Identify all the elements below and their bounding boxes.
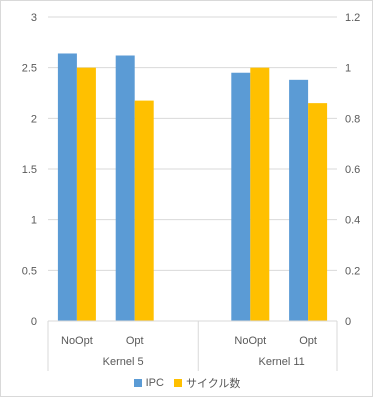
y-right-tick-label: 0.6 [345, 164, 360, 176]
y-left-tick-label: 0 [31, 316, 37, 328]
y-right-tick-label: 0.8 [345, 113, 360, 125]
y-left-tick-label: 2.5 [22, 63, 37, 75]
legend-label-ipc: IPC [145, 377, 164, 389]
bar-ipc [57, 53, 77, 321]
y-left-tick-label: 1.5 [22, 164, 37, 176]
bar-cycles [76, 67, 96, 322]
y-right-tick-label: 1 [345, 63, 351, 75]
x-tick-label: NoOpt [61, 335, 93, 347]
legend-label-cycles: サイクル数 [185, 378, 241, 390]
bar-cycles [134, 100, 154, 321]
bar-ipc [231, 72, 251, 321]
y-right-tick-label: 0.4 [345, 215, 360, 227]
bar-chart: 0 0 0.5 0.2 1 0.4 1.5 0.6 2 0.8 2.5 1 3 1.2 NoOpt Opt No… [22, 12, 360, 371]
x-tick-label: Opt [299, 335, 317, 347]
bar-cycles [308, 103, 328, 321]
y-right-tick-label: 0 [345, 316, 351, 328]
x-group-label: Kernel 5 [103, 356, 144, 368]
y-right-tick-label: 0.2 [345, 265, 360, 277]
x-tick-label: Opt [126, 335, 144, 347]
legend-swatch-ipc [133, 379, 142, 387]
y-right-tick-label: 1.2 [345, 12, 360, 24]
legend-item-ipc: IPC [133, 377, 164, 389]
y-left-tick-label: 2 [31, 113, 37, 125]
y-left-tick-label: 1 [31, 215, 37, 227]
legend: IPC サイクル数 [0, 375, 374, 391]
bar-ipc [115, 55, 135, 322]
y-left-tick-label: 3 [31, 12, 37, 24]
x-group-label: Kernel 11 [258, 356, 304, 368]
bar-cycles [250, 67, 270, 322]
x-tick-label: NoOpt [234, 335, 266, 347]
y-left-tick-label: 0.5 [22, 265, 37, 277]
bar-ipc [289, 79, 309, 322]
legend-swatch-cycles [173, 379, 182, 387]
legend-item-cycles: サイクル数 [173, 375, 241, 391]
